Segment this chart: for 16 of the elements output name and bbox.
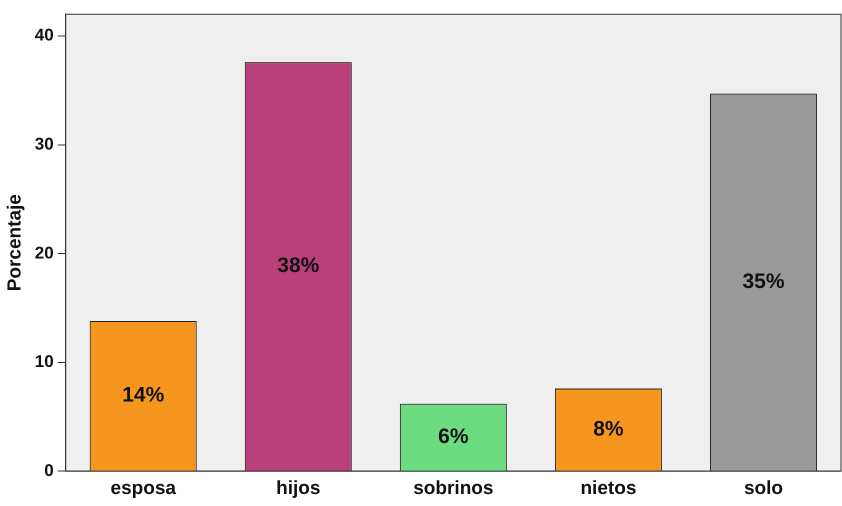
x-tick-label: solo bbox=[744, 478, 783, 499]
data-label: 35% bbox=[742, 270, 785, 293]
x-tick-label: nietos bbox=[580, 478, 636, 499]
y-tick-label: 20 bbox=[34, 243, 54, 262]
y-tick-label: 30 bbox=[34, 134, 54, 154]
x-tick-label: sobrinos bbox=[413, 478, 494, 499]
y-tick-label: 40 bbox=[34, 26, 54, 45]
y-tick-label: 10 bbox=[34, 352, 54, 372]
data-label: 8% bbox=[593, 417, 624, 440]
data-label: 14% bbox=[122, 384, 165, 407]
data-label: 6% bbox=[438, 425, 469, 448]
y-tick-label: 0 bbox=[44, 460, 54, 480]
y-axis-title: Porcentaje bbox=[4, 194, 26, 292]
x-tick-label: esposa bbox=[110, 478, 176, 499]
data-label: 38% bbox=[277, 254, 320, 278]
x-tick-label: hijos bbox=[276, 478, 320, 499]
